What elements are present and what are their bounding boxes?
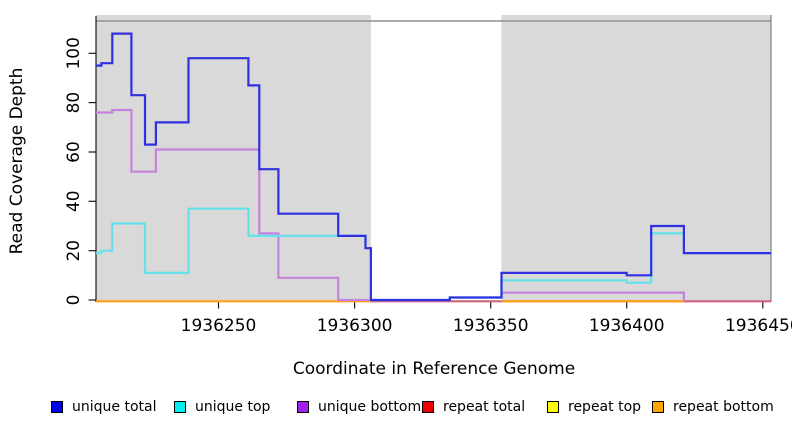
y-tick-label: 100 xyxy=(64,37,84,69)
y-axis-title: Read Coverage Depth xyxy=(7,67,27,255)
legend-label: unique bottom xyxy=(318,399,422,415)
x-tick-label: 1936400 xyxy=(589,316,665,336)
legend-item-repeat-top: repeat top xyxy=(547,396,641,418)
y-tick-label: 40 xyxy=(64,190,84,212)
legend-swatch xyxy=(297,401,309,413)
x-axis-title: Coordinate in Reference Genome xyxy=(292,359,576,379)
legend-swatch xyxy=(174,401,186,413)
shaded-region-left xyxy=(96,15,371,301)
x-tick-label: 1936250 xyxy=(181,316,257,336)
legend-swatch xyxy=(422,401,434,413)
shaded-region-right xyxy=(501,15,771,301)
legend-swatch xyxy=(51,401,63,413)
series-line-unique-bottom xyxy=(96,108,685,302)
legend-label: unique top xyxy=(195,399,271,415)
x-tick-label: 1936450 xyxy=(725,316,792,336)
legend-item-unique-bottom: unique bottom xyxy=(297,396,421,418)
legend-label: repeat total xyxy=(443,399,526,415)
series-line-unique-total xyxy=(96,32,771,302)
legend-item-repeat-total: repeat total xyxy=(422,396,525,418)
x-tick-label: 1936300 xyxy=(317,316,393,336)
legend-label: unique total xyxy=(72,399,157,415)
y-tick-label: 20 xyxy=(64,240,84,262)
legend-item-repeat-bottom: repeat bottom xyxy=(652,396,774,418)
legend-label: repeat bottom xyxy=(673,399,774,415)
legend-swatch xyxy=(652,401,664,413)
y-tick-label: 0 xyxy=(64,295,84,306)
legend-label: repeat top xyxy=(568,399,642,415)
y-tick-label: 60 xyxy=(64,141,84,163)
legend: unique total unique top unique bottom repea… xyxy=(0,396,792,422)
y-tick-label: 80 xyxy=(64,92,84,114)
legend-item-unique-top: unique top xyxy=(174,396,270,418)
x-tick-label: 1936350 xyxy=(453,316,529,336)
legend-item-unique-total: unique total xyxy=(51,396,156,418)
legend-swatch xyxy=(547,401,559,413)
